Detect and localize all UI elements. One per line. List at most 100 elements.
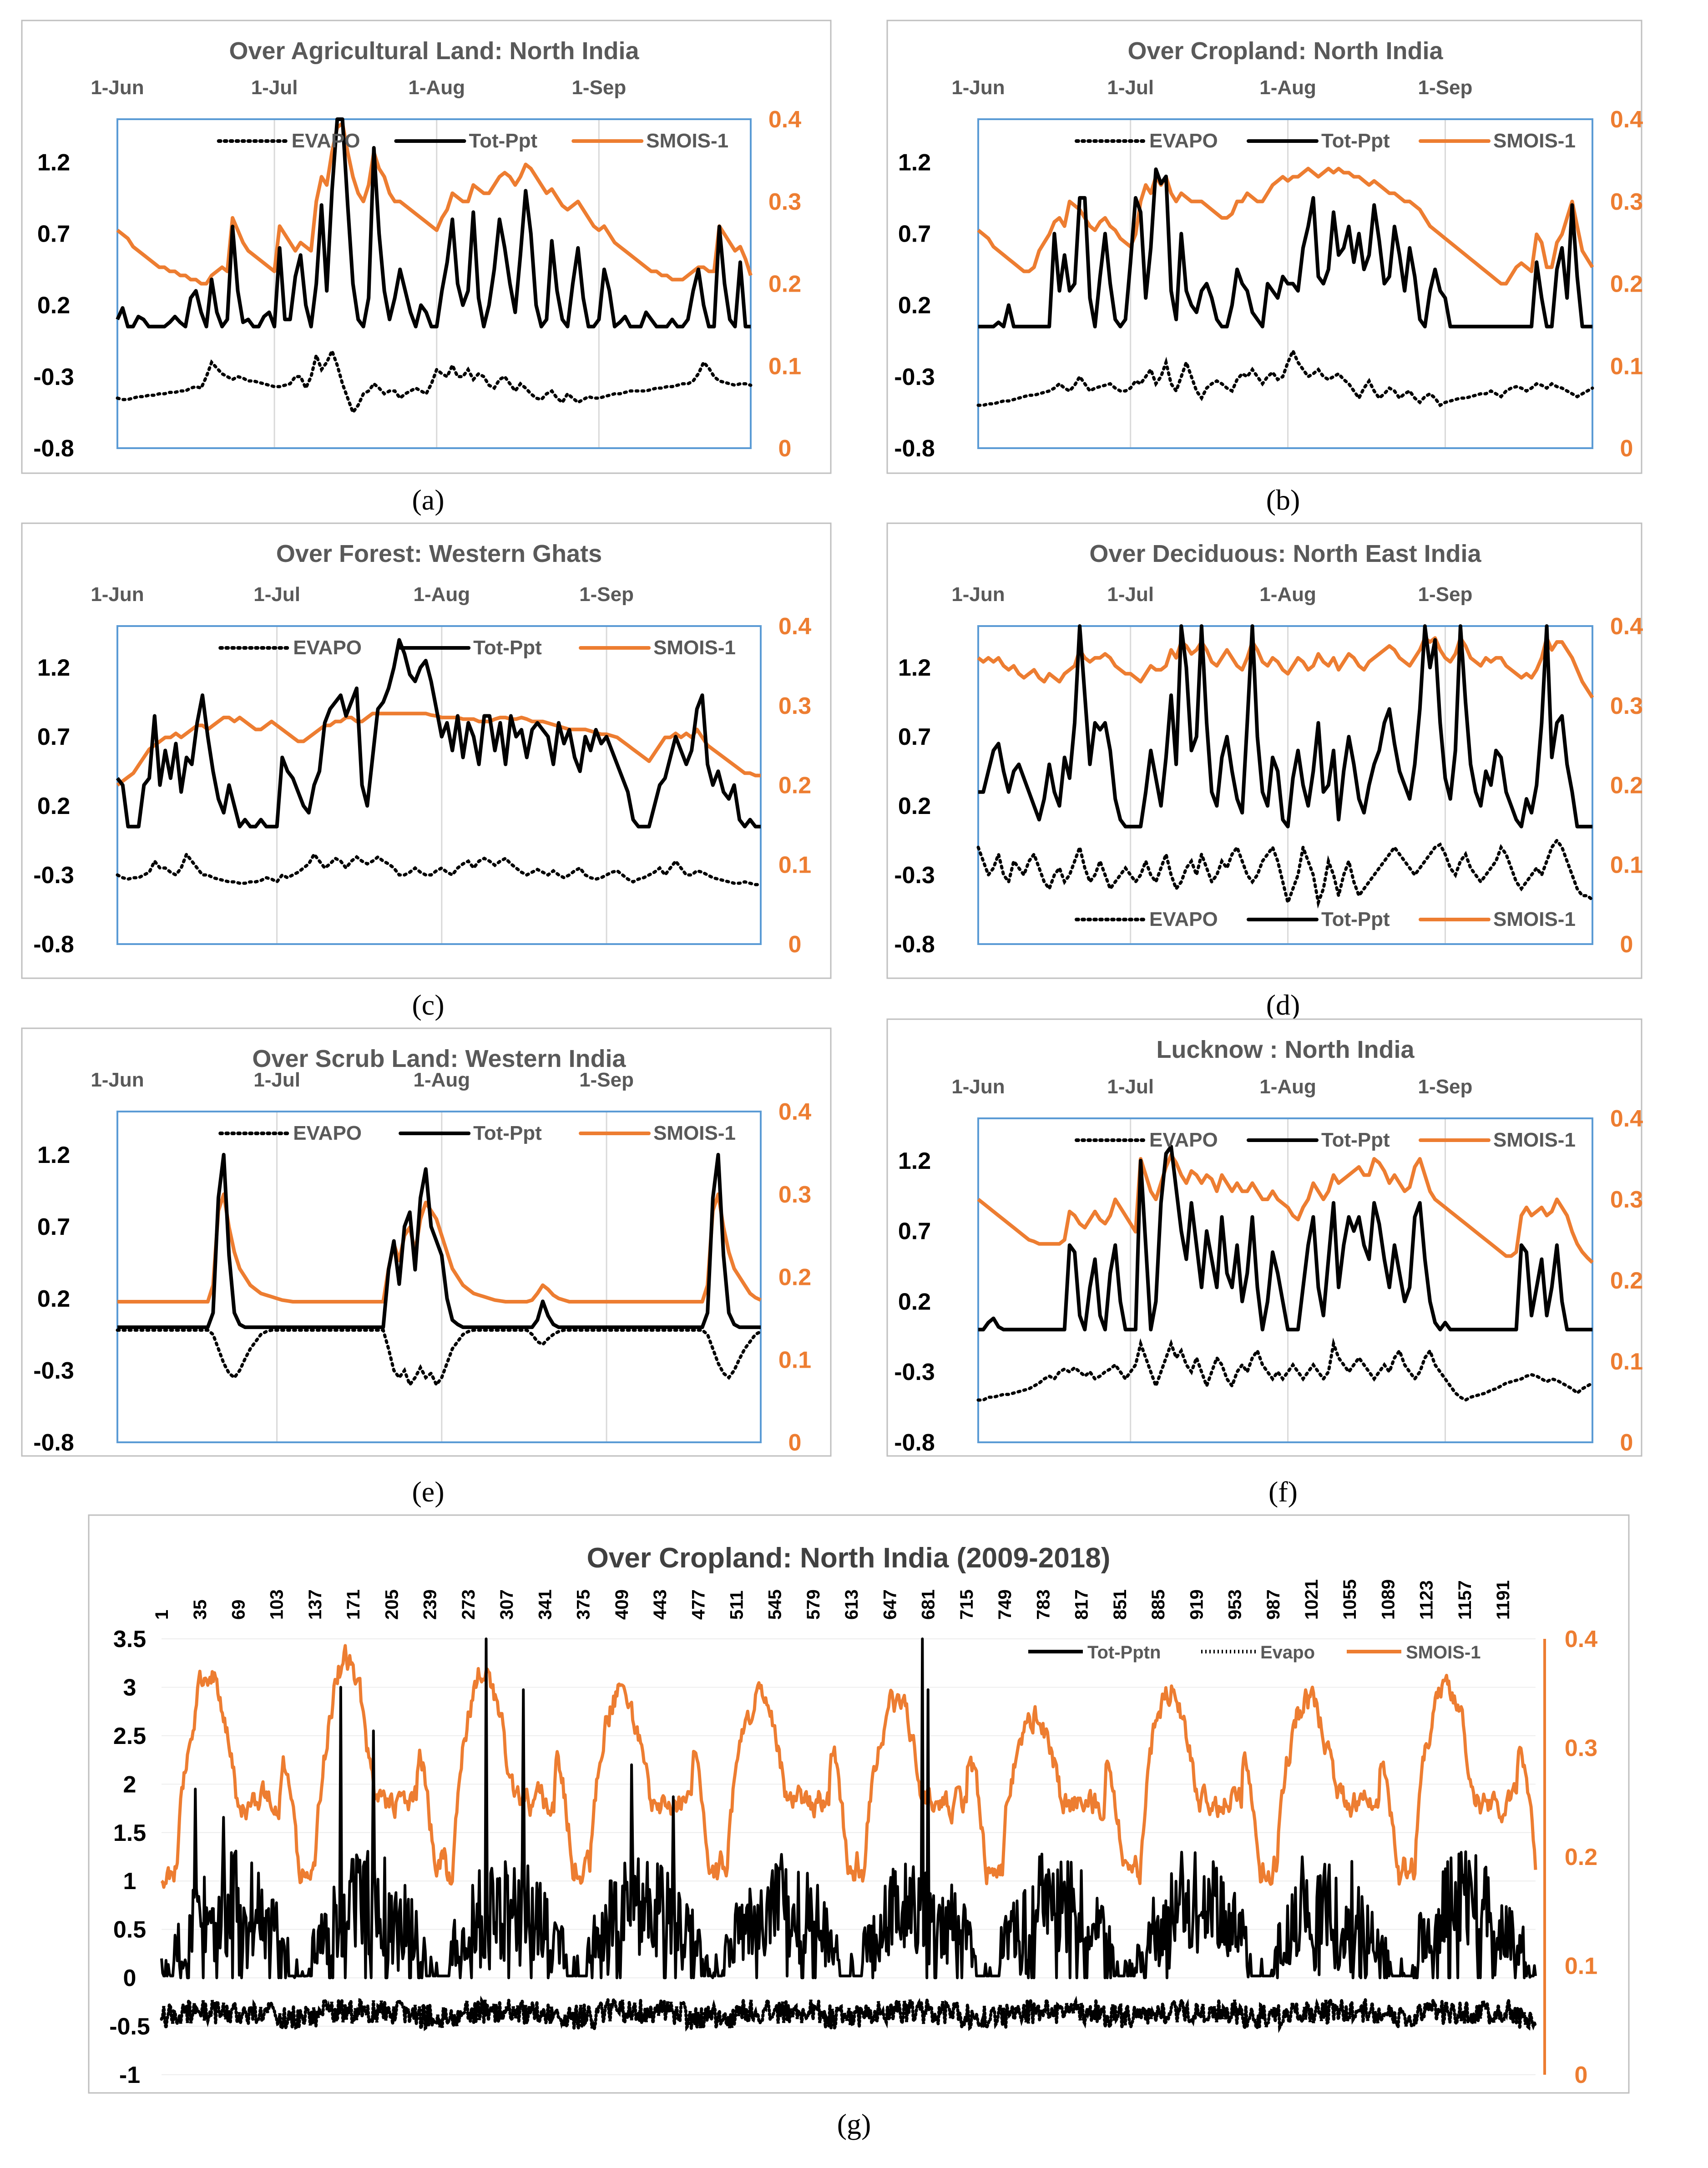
legend-label: EVAPO [1149, 1129, 1218, 1151]
month-tick-label: 1-Sep [571, 76, 626, 99]
legend-label: Tot-Ppt [473, 1122, 542, 1144]
chart-title: Lucknow : North India [1157, 1036, 1415, 1063]
month-tick-label: 1-Jul [1107, 1076, 1154, 1098]
legend-label: SMOIS-1 [646, 130, 728, 152]
y-right-tick-label: 0.4 [768, 106, 801, 133]
y-left-tick-label: -0.5 [109, 2014, 150, 2040]
y-left-tick-label: -0.3 [33, 364, 74, 390]
y-right-tick-label: 0 [1620, 931, 1633, 958]
chart-panel-g: Over Cropland: North India (2009-2018) 3.… [88, 1514, 1630, 2140]
panel-frame [886, 1018, 1642, 1457]
x-tick-label: 103 [267, 1589, 287, 1620]
x-tick-label: 273 [459, 1589, 479, 1620]
legend-label: SMOIS-1 [1406, 1642, 1481, 1663]
y-right-tick-label: 0.3 [778, 1182, 811, 1208]
month-tick-label: 1-Sep [1418, 1076, 1473, 1098]
legend-label: SMOIS-1 [1493, 1129, 1576, 1151]
series-evapo [976, 347, 1594, 408]
x-tick-label: 1157 [1455, 1580, 1475, 1620]
y-right-tick-label: 0.3 [1565, 1735, 1597, 1762]
y-right-tick-label: 0.4 [778, 613, 811, 640]
y-right-tick-label: 0.2 [778, 773, 811, 799]
y-right-tick-label: 0.3 [778, 693, 811, 719]
y-left-tick-label: 2.5 [113, 1723, 146, 1749]
y-left-tick-label: -0.8 [33, 1430, 74, 1456]
x-tick-label: 375 [574, 1589, 594, 1620]
y-left-tick-label: 0.2 [898, 293, 931, 319]
y-left-tick-label: -0.3 [33, 862, 74, 889]
month-tick-label: 1-Jul [1107, 76, 1154, 99]
month-tick-label: 1-Jun [91, 583, 144, 606]
y-right-tick-label: 0.1 [778, 1347, 811, 1373]
month-tick-label: 1-Jul [253, 583, 300, 606]
chart-title: Over Forest: Western Ghats [276, 540, 602, 567]
x-tick-label: 1 [152, 1610, 172, 1620]
month-tick-label: 1-Aug [414, 1069, 470, 1091]
y-left-tick-label: -0.3 [894, 1359, 935, 1385]
y-left-tick-label: -0.3 [894, 364, 935, 390]
month-tick-label: 1-Sep [579, 583, 634, 606]
series-evapo [160, 1994, 1537, 2033]
y-right-tick-label: 0.3 [1610, 1187, 1643, 1213]
y-right-tick-label: 0.2 [768, 271, 801, 298]
legend-label: EVAPO [293, 637, 362, 659]
y-right-tick-label: 0 [778, 435, 792, 462]
x-tick-label: 1123 [1417, 1580, 1437, 1620]
y-left-tick-label: 1.5 [113, 1820, 146, 1846]
legend-label: EVAPO [292, 130, 360, 152]
y-left-tick-label: 1.2 [37, 149, 70, 176]
legend-label: Tot-Ppt [473, 637, 542, 659]
month-tick-label: 1-Aug [414, 583, 470, 606]
legend-label: Evapo [1260, 1642, 1315, 1663]
panel-frame [21, 20, 832, 474]
panel-frame [886, 522, 1642, 979]
series-evapo [116, 851, 763, 886]
x-tick-label: 545 [765, 1589, 785, 1620]
y-right-tick-label: 0.2 [778, 1264, 811, 1291]
legend-label: Tot-Ppt [469, 130, 537, 152]
y-left-tick-label: 0.7 [898, 724, 931, 750]
month-tick-label: 1-Jul [1107, 583, 1154, 606]
y-left-tick-label: 0.5 [113, 1917, 146, 1943]
y-right-tick-label: 0.1 [1610, 1349, 1643, 1375]
x-tick-label: 409 [612, 1589, 632, 1620]
y-left-tick-label: 2 [123, 1771, 136, 1798]
panel-caption: (g) [837, 2108, 871, 2140]
month-tick-label: 1-Jun [951, 583, 1005, 606]
plot-area [116, 625, 762, 945]
month-tick-label: 1-Jun [91, 1069, 144, 1091]
y-left-tick-label: -0.8 [33, 435, 74, 462]
panel-caption: (f) [1268, 1476, 1298, 1508]
x-tick-label: 443 [650, 1589, 670, 1620]
series-evapo [976, 838, 1594, 909]
y-left-tick-label: 3.5 [113, 1626, 146, 1653]
y-right-tick-label: 0.4 [1610, 106, 1643, 133]
x-tick-label: 783 [1033, 1589, 1053, 1620]
y-left-tick-label: -0.8 [894, 1430, 935, 1456]
month-tick-label: 1-Sep [1418, 583, 1473, 606]
month-tick-label: 1-Aug [1259, 583, 1316, 606]
x-tick-label: 1191 [1493, 1580, 1513, 1620]
x-tick-label: 511 [727, 1590, 747, 1620]
legend-label: SMOIS-1 [1493, 908, 1576, 930]
y-right-tick-label: 0 [1575, 2062, 1588, 2088]
chart-title: Over Cropland: North India (2009-2018) [587, 1542, 1111, 1574]
x-tick-label: 341 [535, 1589, 555, 1620]
x-tick-label: 477 [688, 1589, 708, 1620]
y-left-tick-label: -0.8 [894, 931, 935, 958]
x-tick-label: 579 [803, 1589, 824, 1620]
y-left-tick-label: 0 [123, 1965, 136, 1991]
y-left-tick-label: 3 [123, 1674, 136, 1701]
x-tick-label: 307 [497, 1589, 517, 1620]
legend-label: EVAPO [293, 1122, 362, 1144]
panel-caption: (d) [1266, 989, 1300, 1021]
y-right-tick-label: 0.1 [778, 852, 811, 878]
y-left-tick-label: -0.8 [894, 435, 935, 462]
y-right-tick-label: 0.3 [1610, 693, 1643, 719]
x-tick-label: 647 [880, 1589, 900, 1620]
y-left-tick-label: 0.7 [37, 221, 70, 247]
y-left-tick-label: 0.7 [898, 221, 931, 247]
series-smois [977, 1153, 1594, 1264]
y-left-tick-label: 1.2 [37, 1142, 70, 1168]
